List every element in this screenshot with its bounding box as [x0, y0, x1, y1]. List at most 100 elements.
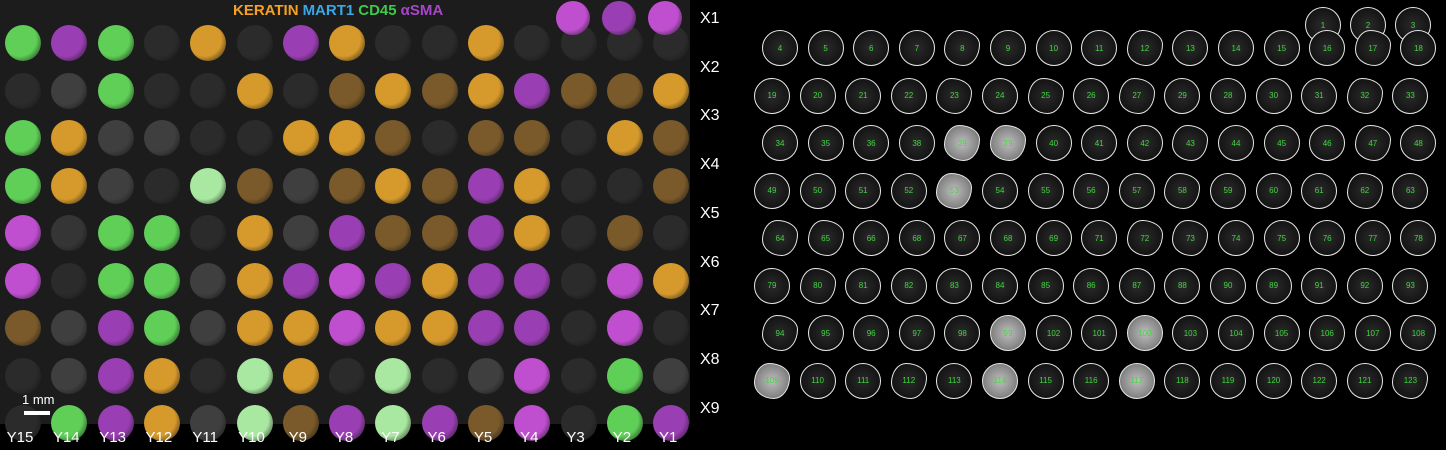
- tissue-core: [514, 120, 551, 156]
- core-number: 67: [957, 233, 967, 243]
- tissue-core: [329, 167, 366, 204]
- core-number: 6: [868, 43, 874, 53]
- tissue-core: [375, 25, 412, 61]
- tissue-core: [190, 120, 227, 156]
- core-mask: 38: [898, 125, 935, 161]
- core-mask: 50: [799, 172, 836, 209]
- core-number: 63: [1405, 186, 1415, 195]
- tissue-core: [329, 25, 366, 61]
- core-number: 34: [775, 138, 785, 148]
- core-mask: 120: [1255, 362, 1292, 399]
- core-number: 116: [1084, 376, 1098, 385]
- column-label: Y7: [381, 429, 400, 446]
- core-mask: 115: [1027, 362, 1064, 399]
- tissue-core: [560, 215, 597, 251]
- tissue-core: [51, 72, 88, 109]
- core-number: 51: [858, 186, 868, 195]
- legend-cd45: CD45: [358, 2, 397, 19]
- core-mask: 97: [898, 315, 935, 351]
- core-mask: 63: [1392, 172, 1429, 209]
- core-number: 103: [1183, 328, 1198, 338]
- core-number: 72: [1140, 233, 1150, 243]
- core-mask: 111: [845, 362, 882, 399]
- core-mask: 77: [1354, 220, 1391, 256]
- core-mask: 21: [845, 77, 882, 114]
- tissue-core: [468, 72, 504, 109]
- core-mask: 25: [1027, 77, 1064, 114]
- tissue-core: [236, 72, 273, 109]
- core-number: 60: [1269, 186, 1279, 195]
- tissue-core: [282, 405, 319, 441]
- tissue-core: [653, 215, 690, 251]
- tissue-core: [514, 262, 551, 299]
- core-number: 96: [866, 328, 876, 338]
- core-number: 23: [949, 91, 959, 100]
- core-mask: 15: [1263, 30, 1300, 66]
- core-mask: 119: [1210, 362, 1246, 399]
- core-mask: 10: [1035, 30, 1072, 66]
- core-number: 22: [904, 91, 914, 100]
- core-mask: 7: [898, 30, 935, 66]
- core-number: 76: [1322, 233, 1332, 243]
- column-label: Y6: [427, 429, 446, 446]
- core-number: 94: [775, 328, 785, 338]
- tissue-core: [143, 262, 180, 299]
- tissue-core: [421, 357, 458, 394]
- tissue-core: [236, 215, 273, 251]
- core-number: 8: [960, 43, 965, 53]
- tissue-core: [5, 357, 41, 394]
- core-number: 12: [1140, 43, 1150, 53]
- tissue-core: [602, 1, 636, 35]
- tissue-core: [143, 215, 180, 251]
- core-number: 59: [1223, 186, 1233, 195]
- core-mask: 52: [890, 172, 927, 209]
- tissue-core: [653, 167, 690, 204]
- core-mask: 78: [1400, 220, 1437, 256]
- core-mask: 44: [1218, 125, 1254, 161]
- tissue-core: [329, 310, 366, 346]
- core-number: 98: [957, 328, 967, 338]
- core-mask: 121: [1346, 362, 1383, 399]
- tissue-core: [236, 357, 273, 394]
- tissue-core: [190, 262, 227, 299]
- core-number: 79: [767, 281, 777, 290]
- core-number: 32: [1360, 91, 1370, 100]
- core-number: 10: [1049, 43, 1059, 53]
- tissue-core: [375, 405, 412, 441]
- core-mask: 65: [807, 220, 844, 256]
- core-number: 108: [1411, 328, 1426, 338]
- tissue-core: [51, 167, 88, 204]
- core-number: 117: [1130, 376, 1144, 385]
- tissue-core: [421, 310, 458, 346]
- core-mask: 5: [807, 30, 844, 66]
- tissue-core: [653, 262, 690, 299]
- tissue-core: [329, 215, 366, 251]
- core-mask: 87: [1118, 267, 1155, 304]
- core-number: 14: [1231, 43, 1241, 53]
- core-number: 48: [1413, 138, 1423, 148]
- core-number: 110: [811, 376, 824, 385]
- column-label: Y3: [566, 429, 585, 446]
- core-mask: 113: [936, 362, 973, 399]
- core-mask: 67: [944, 220, 981, 256]
- core-mask: 75: [1263, 220, 1300, 256]
- core-number: 45: [1277, 138, 1287, 148]
- core-number: 81: [858, 281, 868, 290]
- core-mask: 35: [807, 125, 844, 161]
- tissue-core: [51, 405, 88, 441]
- tissue-core: [329, 405, 366, 441]
- core-number: 3: [1410, 20, 1416, 30]
- core-mask: 4: [762, 30, 798, 66]
- tissue-core: [282, 120, 319, 156]
- core-number: 113: [948, 376, 961, 385]
- tissue-core: [51, 120, 88, 156]
- legend-keratin: KERATIN: [233, 2, 299, 19]
- tissue-core: [560, 357, 597, 394]
- tissue-core: [468, 25, 504, 61]
- tissue-core: [468, 167, 504, 204]
- tissue-core: [653, 405, 690, 441]
- tissue-core: [375, 215, 412, 251]
- tissue-core: [421, 405, 458, 441]
- core-number: 31: [1314, 91, 1324, 100]
- core-number: 1: [1320, 20, 1326, 30]
